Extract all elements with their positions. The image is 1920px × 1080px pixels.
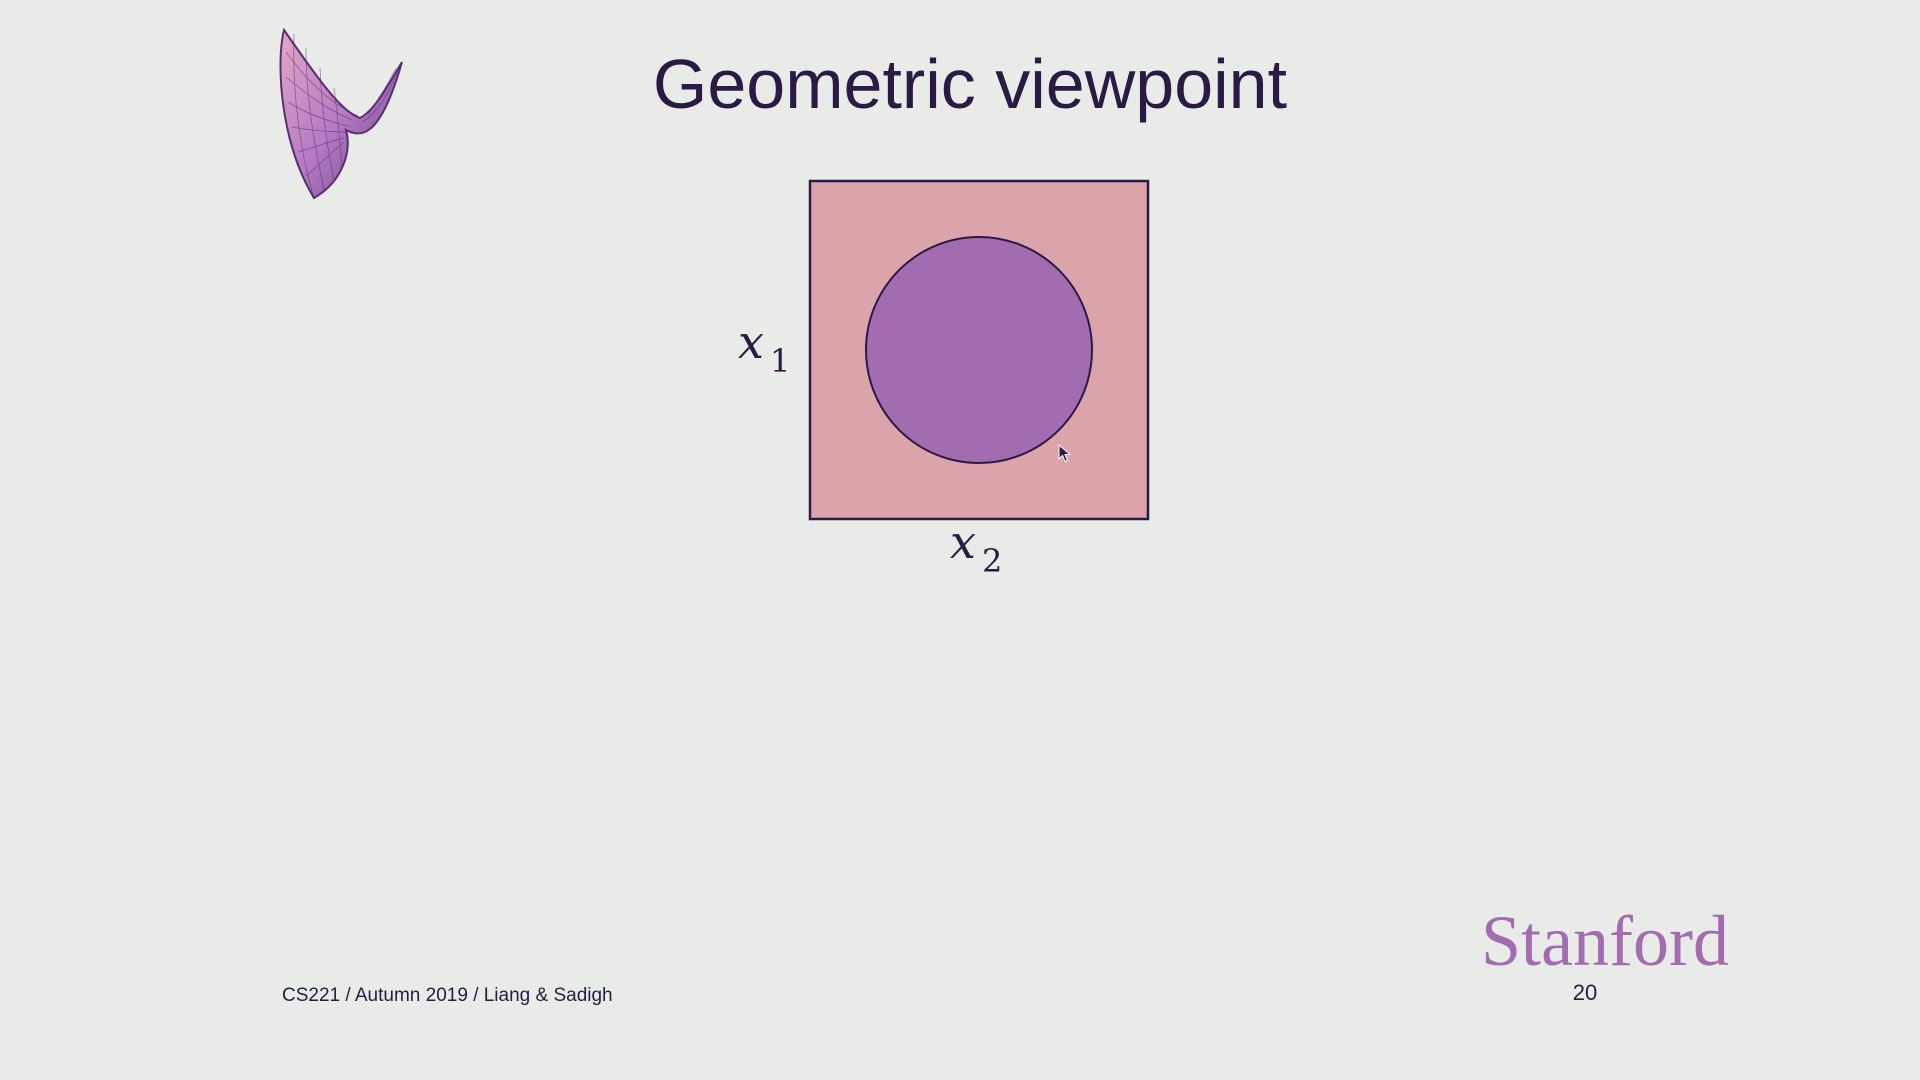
stanford-wordmark: Stanford [1481, 901, 1729, 981]
decision-region-circle [865, 236, 1093, 464]
x-axis-subscript: 2 [982, 542, 1002, 580]
page-title: Geometric viewpoint [652, 45, 1288, 123]
page-number: 20 [1572, 980, 1598, 1005]
y-axis-label: x 1 [738, 315, 790, 380]
x-axis-label: x 2 [950, 515, 1002, 580]
saddle-surface-icon [279, 27, 403, 200]
y-axis-subscript: 1 [770, 342, 790, 380]
geometric-diagram: x 1 x 2 [738, 179, 1150, 580]
footer-credit: CS221 / Autumn 2019 / Liang & Sadigh [282, 985, 613, 1006]
mouse-cursor-icon [1058, 444, 1072, 463]
x-axis-variable: x [950, 515, 976, 569]
y-axis-variable: x [738, 315, 764, 369]
